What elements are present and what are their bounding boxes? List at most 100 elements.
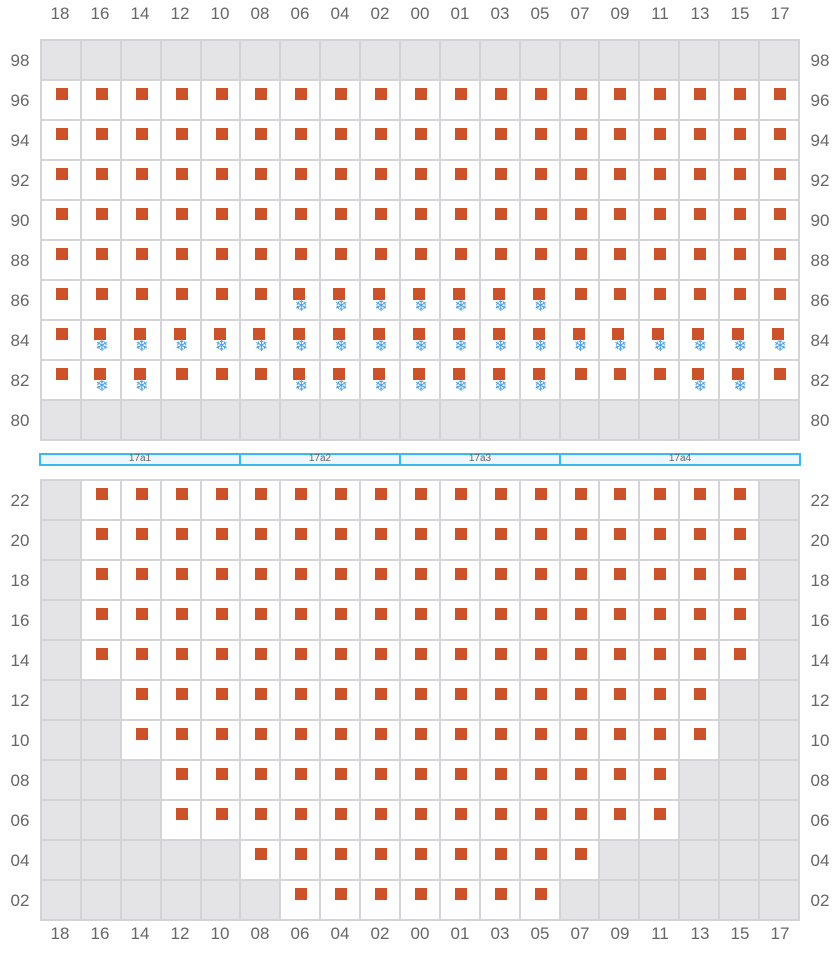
slot-cell[interactable] xyxy=(401,681,441,721)
slot-cell[interactable] xyxy=(321,801,362,841)
slot-cell[interactable] xyxy=(560,81,601,121)
slot-cell[interactable] xyxy=(241,201,282,241)
slot-cell[interactable] xyxy=(42,201,82,241)
slot-cell[interactable] xyxy=(440,601,481,641)
slot-cell[interactable] xyxy=(81,561,122,601)
slot-cell[interactable] xyxy=(440,161,481,201)
slot-cell[interactable] xyxy=(121,281,162,321)
slot-cell[interactable] xyxy=(520,241,561,281)
slot-cell[interactable] xyxy=(161,721,202,761)
slot-cell[interactable] xyxy=(520,601,561,641)
slot-cell[interactable] xyxy=(281,601,322,641)
slot-cell[interactable] xyxy=(480,601,521,641)
slot-cell[interactable] xyxy=(560,681,601,721)
slot-cell[interactable] xyxy=(640,281,681,321)
slot-cell[interactable] xyxy=(241,281,282,321)
slot-cell[interactable] xyxy=(121,161,162,201)
slot-cell[interactable]: ❄ xyxy=(680,361,721,401)
slot-cell[interactable] xyxy=(640,161,681,201)
slot-cell[interactable] xyxy=(680,561,721,601)
slot-cell[interactable] xyxy=(401,761,441,801)
slot-cell[interactable] xyxy=(281,641,322,681)
slot-cell[interactable] xyxy=(201,81,242,121)
slot-cell[interactable] xyxy=(680,81,721,121)
slot-cell[interactable] xyxy=(161,601,202,641)
slot-cell[interactable] xyxy=(281,241,322,281)
slot-cell[interactable] xyxy=(201,361,242,401)
slot-cell[interactable]: ❄ xyxy=(321,321,362,361)
slot-cell[interactable] xyxy=(201,121,242,161)
slot-cell[interactable] xyxy=(440,681,481,721)
slot-cell[interactable] xyxy=(401,241,441,281)
slot-cell[interactable] xyxy=(281,841,322,881)
slot-cell[interactable] xyxy=(361,601,402,641)
slot-cell[interactable] xyxy=(440,801,481,841)
slot-cell[interactable] xyxy=(560,601,601,641)
slot-cell[interactable] xyxy=(640,121,681,161)
slot-cell[interactable] xyxy=(480,641,521,681)
slot-cell[interactable] xyxy=(161,201,202,241)
slot-cell[interactable] xyxy=(361,641,402,681)
slot-cell[interactable] xyxy=(440,841,481,881)
slot-cell[interactable] xyxy=(560,361,601,401)
slot-cell[interactable] xyxy=(640,241,681,281)
zone-17a2[interactable]: 17a2 xyxy=(239,453,401,466)
slot-cell[interactable] xyxy=(161,81,202,121)
slot-cell[interactable] xyxy=(361,201,402,241)
slot-cell[interactable] xyxy=(361,521,402,561)
slot-cell[interactable] xyxy=(600,481,641,521)
slot-cell[interactable] xyxy=(401,521,441,561)
slot-cell[interactable] xyxy=(121,201,162,241)
slot-cell[interactable] xyxy=(520,481,561,521)
slot-cell[interactable] xyxy=(720,481,761,521)
slot-cell[interactable] xyxy=(560,241,601,281)
slot-cell[interactable] xyxy=(680,241,721,281)
slot-cell[interactable]: ❄ xyxy=(81,361,122,401)
slot-cell[interactable] xyxy=(640,641,681,681)
slot-cell[interactable] xyxy=(520,641,561,681)
slot-cell[interactable] xyxy=(81,161,122,201)
slot-cell[interactable] xyxy=(760,81,800,121)
slot-cell[interactable] xyxy=(760,361,800,401)
slot-cell[interactable] xyxy=(201,641,242,681)
slot-cell[interactable] xyxy=(321,841,362,881)
slot-cell[interactable] xyxy=(640,81,681,121)
slot-cell[interactable] xyxy=(680,521,721,561)
slot-cell[interactable] xyxy=(161,761,202,801)
slot-cell[interactable]: ❄ xyxy=(480,281,521,321)
slot-cell[interactable] xyxy=(241,521,282,561)
slot-cell[interactable]: ❄ xyxy=(640,321,681,361)
slot-cell[interactable] xyxy=(440,81,481,121)
slot-cell[interactable] xyxy=(560,481,601,521)
slot-cell[interactable]: ❄ xyxy=(121,361,162,401)
slot-cell[interactable] xyxy=(121,601,162,641)
slot-cell[interactable] xyxy=(121,721,162,761)
slot-cell[interactable] xyxy=(281,81,322,121)
slot-cell[interactable] xyxy=(81,201,122,241)
slot-cell[interactable] xyxy=(241,721,282,761)
slot-cell[interactable] xyxy=(121,681,162,721)
slot-cell[interactable] xyxy=(281,481,322,521)
slot-cell[interactable] xyxy=(321,681,362,721)
slot-cell[interactable] xyxy=(241,481,282,521)
slot-cell[interactable] xyxy=(520,721,561,761)
slot-cell[interactable] xyxy=(321,81,362,121)
slot-cell[interactable] xyxy=(760,121,800,161)
slot-cell[interactable] xyxy=(720,281,761,321)
slot-cell[interactable] xyxy=(560,561,601,601)
slot-cell[interactable] xyxy=(42,121,82,161)
slot-cell[interactable] xyxy=(121,241,162,281)
slot-cell[interactable] xyxy=(241,681,282,721)
slot-cell[interactable] xyxy=(321,761,362,801)
slot-cell[interactable]: ❄ xyxy=(520,361,561,401)
slot-cell[interactable] xyxy=(361,761,402,801)
slot-cell[interactable] xyxy=(241,841,282,881)
slot-cell[interactable] xyxy=(600,241,641,281)
slot-cell[interactable] xyxy=(560,161,601,201)
slot-cell[interactable]: ❄ xyxy=(720,361,761,401)
slot-cell[interactable] xyxy=(81,121,122,161)
slot-cell[interactable] xyxy=(600,801,641,841)
slot-cell[interactable] xyxy=(161,361,202,401)
slot-cell[interactable] xyxy=(161,681,202,721)
slot-cell[interactable] xyxy=(321,121,362,161)
